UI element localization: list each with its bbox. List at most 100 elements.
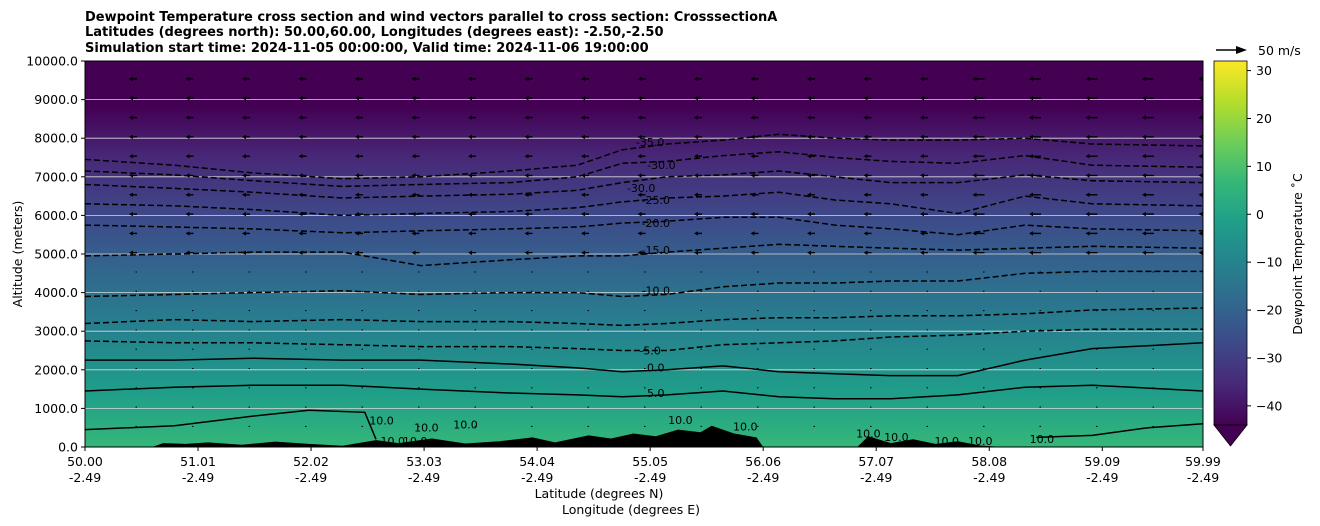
wind-vector-head — [972, 76, 977, 82]
wind-vector-head — [694, 134, 698, 140]
wind-vector-head — [468, 154, 472, 159]
contour-label: 10.0 — [733, 420, 758, 433]
x-tick-label-lat: 50.00 — [67, 454, 103, 469]
wind-vector-head — [863, 192, 868, 197]
wind-vector-head — [1198, 211, 1203, 217]
contour-label: 10.0 — [668, 414, 693, 427]
y-tick-label: 0.0 — [58, 440, 78, 455]
contour-label: 10.0 — [453, 418, 478, 431]
wind-vector-head — [1142, 250, 1146, 255]
wind-vector-head — [807, 154, 811, 159]
wind-vector-head — [411, 173, 416, 178]
wind-vector-head — [694, 192, 698, 197]
wind-vector-head — [1198, 250, 1203, 255]
wind-vector-head — [972, 250, 977, 255]
contour-label: 10.0 — [403, 435, 428, 448]
wind-vector-head — [1029, 115, 1033, 120]
wind-vector-head — [355, 134, 359, 140]
x-tick-label-lat: 52.02 — [293, 454, 329, 469]
wind-vector-head — [637, 154, 642, 159]
wind-vector-head — [1142, 231, 1146, 236]
wind-vector-head — [129, 115, 133, 120]
wind-vector-head — [129, 250, 133, 255]
wind-vector-head — [863, 76, 868, 82]
wind-vector-head — [242, 134, 246, 140]
wind-vector-head — [1029, 134, 1033, 140]
wind-vector-head — [863, 134, 868, 140]
wind-vector-head — [242, 250, 246, 255]
wind-vector-head — [1142, 154, 1146, 159]
x-tick-label-lat: 59.09 — [1084, 454, 1120, 469]
quiver-key-label: 50 m/s — [1258, 43, 1301, 58]
wind-vector-head — [972, 134, 977, 140]
wind-vector-head — [468, 192, 472, 197]
wind-vector-head — [1198, 173, 1203, 178]
contour-line — [85, 243, 1203, 267]
contour-line — [85, 150, 1203, 188]
contour-label: 10.0 — [934, 435, 959, 448]
wind-vector-head — [1142, 192, 1146, 197]
wind-vector-head — [1029, 192, 1033, 197]
contour-line — [1036, 423, 1203, 439]
wind-vector-head — [581, 231, 585, 236]
wind-vector-head — [524, 96, 529, 101]
wind-vector-head — [750, 211, 755, 217]
wind-vector-head — [863, 115, 868, 120]
wind-vector-head — [972, 173, 977, 178]
wind-vector-head — [807, 115, 811, 120]
wind-vector-head — [524, 115, 529, 120]
wind-vector-head — [185, 76, 190, 82]
wind-vector-head — [920, 96, 924, 101]
wind-vector-head — [1198, 231, 1203, 236]
x-tick-label-lon: -2.49 — [182, 470, 214, 485]
wind-vector-head — [242, 173, 246, 178]
contour-label: -10.0 — [642, 285, 670, 298]
x-tick-label-lon: -2.49 — [295, 470, 327, 485]
wind-vector-head — [863, 211, 868, 217]
wind-vector-head — [1085, 76, 1090, 82]
wind-vectors — [129, 76, 1203, 427]
wind-vector-head — [694, 231, 698, 236]
wind-vector-head — [242, 211, 246, 217]
wind-vector-head — [581, 96, 585, 101]
colorbar-tick-label: −30 — [1256, 350, 1282, 365]
y-axis-ticks: 0.0 1000.0 2000.0 3000.0 4000.0 5000.0 6000.0 7… — [26, 54, 85, 455]
wind-vector-head — [524, 250, 529, 255]
wind-vector-head — [972, 154, 977, 159]
x-tick-label-lon: -2.49 — [860, 470, 892, 485]
wind-vector-head — [807, 211, 811, 217]
wind-vector-head — [637, 96, 642, 101]
wind-vector-head — [129, 231, 133, 236]
wind-vector-head — [355, 115, 359, 120]
wind-vector-head — [185, 231, 190, 236]
contour-line — [85, 191, 1203, 217]
wind-vector-head — [1142, 96, 1146, 101]
x-tick-label-lon: -2.49 — [1187, 470, 1219, 485]
chart-title-line-3: Simulation start time: 2024-11-05 00:00:… — [85, 41, 649, 56]
wind-vector-head — [468, 231, 472, 236]
wind-vector-head — [750, 231, 755, 236]
wind-vector-head — [1142, 76, 1146, 82]
contour-label: 10.0 — [884, 431, 909, 444]
colorbar-tick-label: 10 — [1256, 159, 1272, 174]
wind-vector-head — [411, 250, 416, 255]
contour-label: -30.0 — [647, 159, 675, 172]
wind-vector-head — [355, 173, 359, 178]
wind-vector-head — [468, 96, 472, 101]
wind-vector-head — [298, 231, 303, 236]
wind-vector-head — [242, 115, 246, 120]
wind-vector-head — [863, 96, 868, 101]
quiver-key: 50 m/s — [1216, 43, 1301, 58]
wind-vector-head — [468, 134, 472, 140]
wind-vector-head — [468, 173, 472, 178]
wind-vector-head — [129, 76, 133, 82]
wind-vector-head — [411, 115, 416, 120]
wind-vector-head — [863, 173, 868, 178]
wind-vector-head — [468, 250, 472, 255]
wind-vector-head — [694, 154, 698, 159]
wind-vector-head — [129, 96, 133, 101]
wind-vector-head — [694, 250, 698, 255]
wind-vector-head — [581, 134, 585, 140]
colorbar: 30 20 10 0 −10 −20 −30 −40 Dewpoint Temperature… — [1213, 60, 1305, 447]
wind-vector-head — [694, 211, 698, 217]
